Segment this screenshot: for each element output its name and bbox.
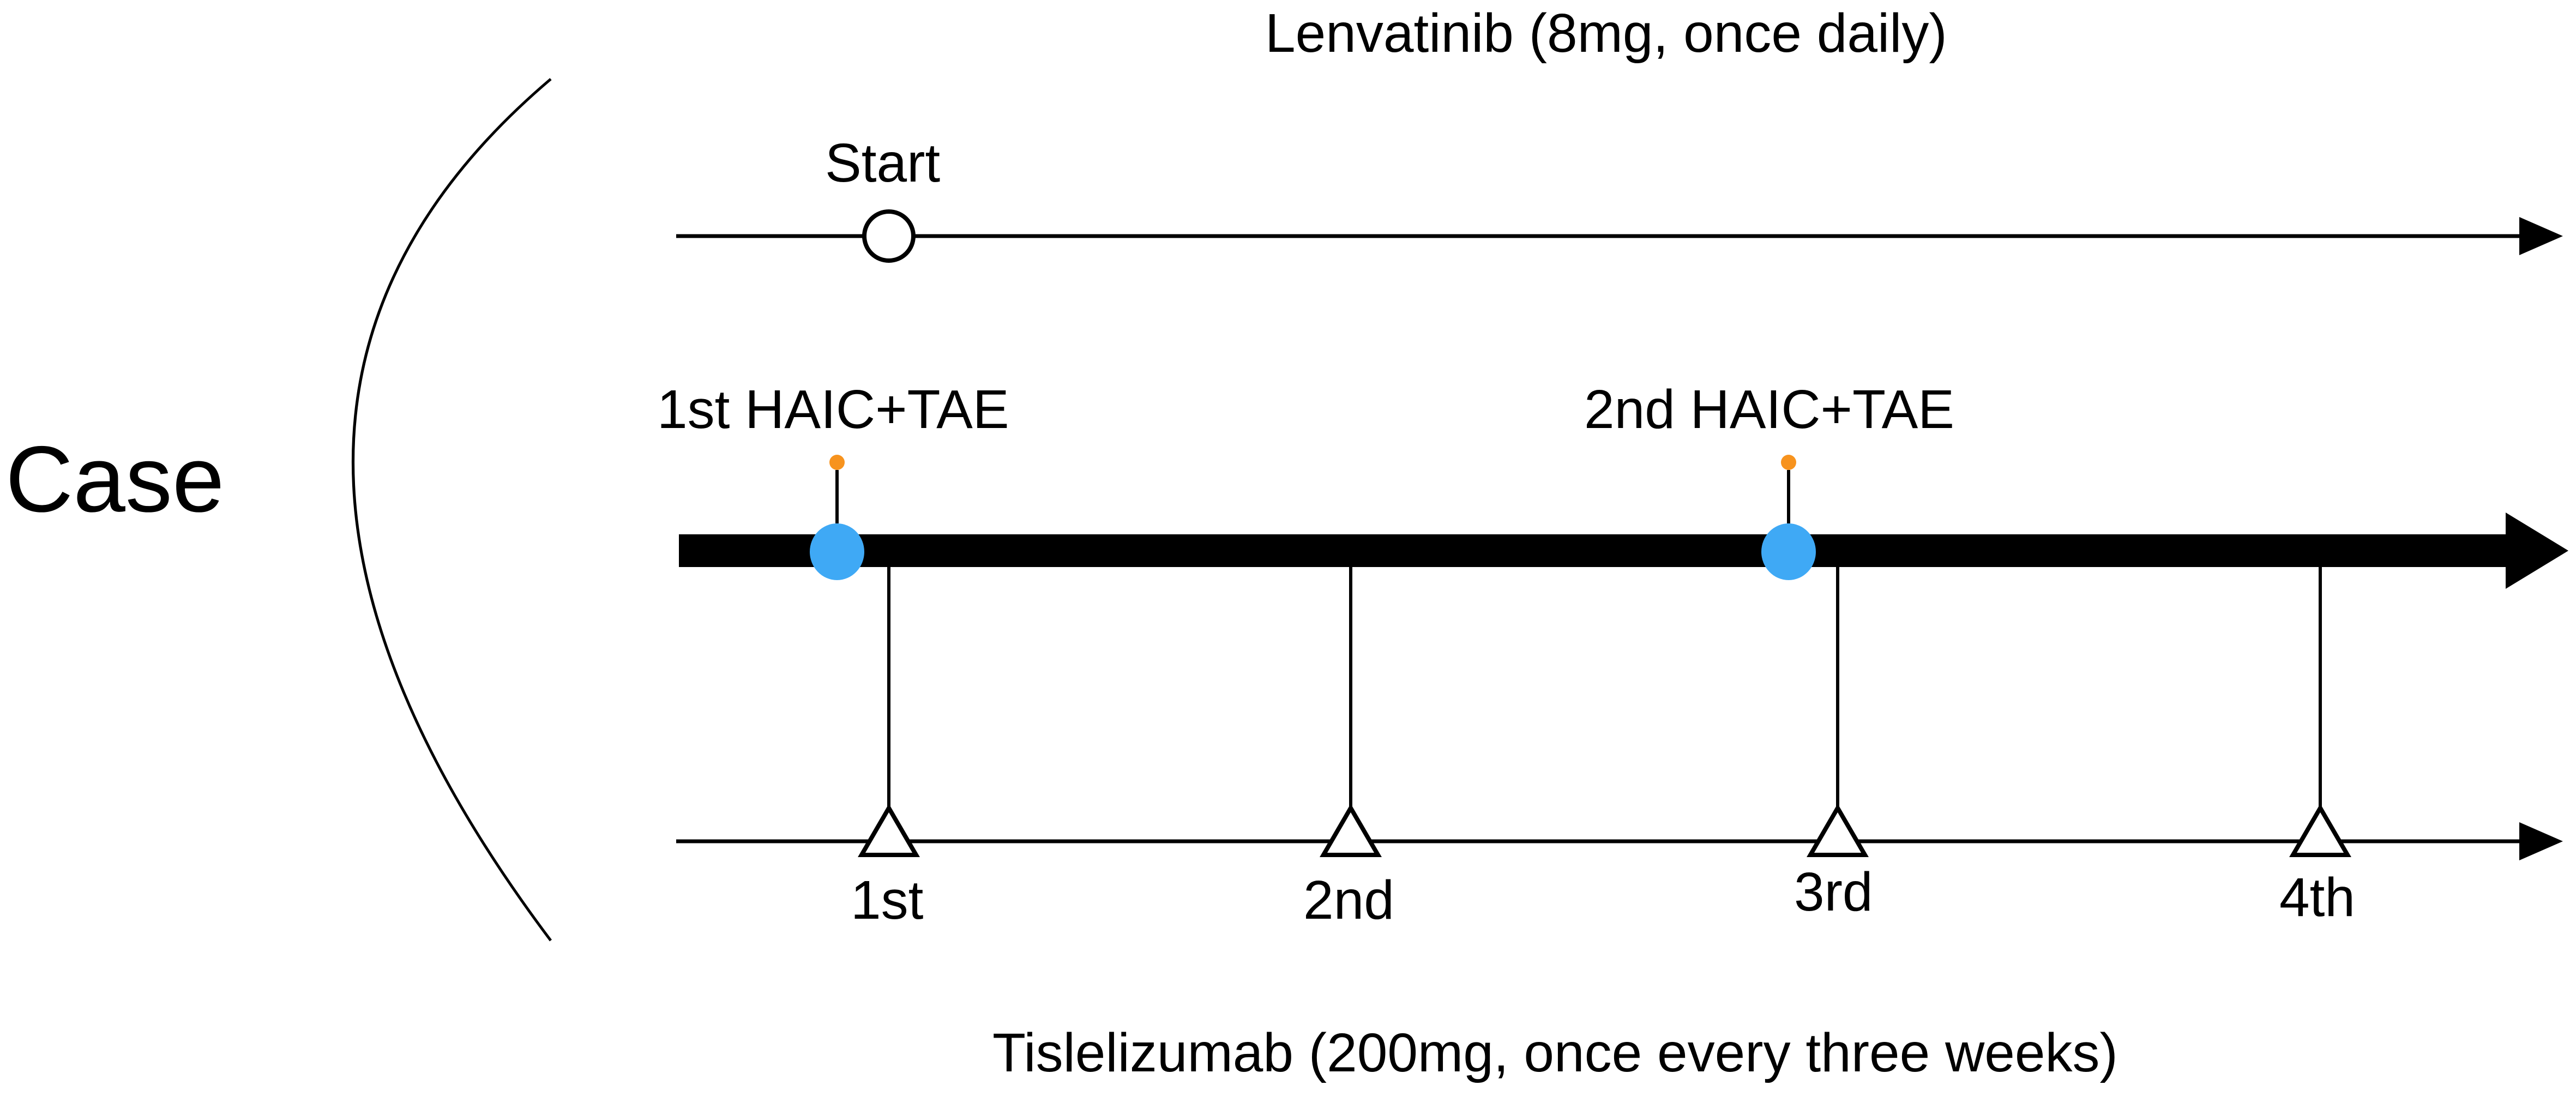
tislelizumab-arrowhead [2519, 822, 2563, 860]
case-bracket-arc [352, 78, 552, 942]
dose-2-label: 2nd [1303, 870, 1394, 931]
dose-1-marker [858, 804, 920, 857]
dose-2-marker [1320, 804, 1382, 857]
lenvatinib-start-label: Start [825, 132, 940, 194]
procedure-timeline-arrowhead [2506, 513, 2568, 589]
procedure-event-2-label: 2nd HAIC+TAE [1584, 379, 1954, 440]
procedure-event-1-label: 1st HAIC+TAE [657, 379, 1009, 440]
dose-3-label: 3rd [1794, 861, 1873, 923]
lenvatinib-arrowhead [2519, 217, 2563, 255]
dose-3-marker [1807, 804, 1869, 857]
procedure-event-2-dot [1781, 455, 1796, 470]
dose-1-label: 1st [851, 870, 924, 931]
procedure-event-2-marker [1761, 523, 1816, 580]
lenvatinib-start-marker [862, 209, 916, 263]
lenvatinib-title: Lenvatinib (8mg, once daily) [1265, 3, 1947, 64]
procedure-event-1-dot [829, 455, 845, 470]
dose-4-label: 4th [2279, 867, 2355, 928]
procedure-timeline-bar [679, 534, 2511, 567]
case-label: Case [5, 427, 225, 532]
dose-4-marker [2289, 804, 2351, 857]
procedure-event-1-marker [810, 523, 864, 580]
tislelizumab-title: Tislelizumab (200mg, once every three we… [992, 1022, 2118, 1083]
